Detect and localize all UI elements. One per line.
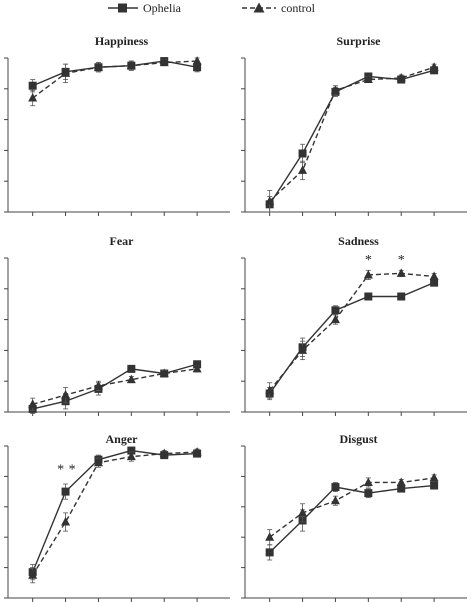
control-point [265, 532, 275, 541]
control-point [61, 68, 71, 77]
ophelia-point [331, 483, 340, 492]
chart-title: Fear [109, 234, 134, 248]
ophelia-point [61, 487, 70, 496]
control-series-line [32, 451, 198, 576]
chart-fear: Fear [0, 230, 237, 416]
ophelia-series-line [269, 484, 435, 553]
significance-marker: * [398, 253, 405, 268]
chart-surprise: Surprise [237, 30, 474, 216]
ophelia-point [298, 149, 307, 158]
chart-title: Surprise [336, 34, 381, 48]
ophelia-point [28, 81, 37, 90]
ophelia-point [364, 292, 373, 301]
legend-ophelia-label: Ophelia [143, 1, 182, 15]
significance-marker: * [57, 462, 64, 477]
control-point [330, 314, 340, 324]
ophelia-point [430, 481, 439, 490]
legend: Ophelia control [108, 1, 316, 15]
ophelia-series-line [32, 363, 198, 410]
control-point [298, 165, 308, 174]
control-point [330, 495, 340, 505]
chart-happiness: Happiness [0, 30, 237, 216]
chart-title: Happiness [94, 34, 149, 48]
control-point [192, 363, 202, 373]
plot-area [4, 257, 230, 416]
control-point [192, 56, 202, 65]
chart-anger: Anger * * [0, 418, 237, 602]
control-series-line [269, 272, 435, 391]
control-series-line [269, 66, 435, 202]
ophelia-point [364, 489, 373, 498]
control-point [126, 451, 136, 461]
control-series-line [269, 477, 435, 538]
legend-control-marker [253, 2, 265, 13]
ophelia-point [127, 364, 136, 373]
chart-sadness: Sadness * * [237, 230, 474, 416]
chart-title: Anger [105, 432, 138, 446]
legend-control-label: control [281, 1, 316, 15]
ophelia-series-line [269, 281, 435, 394]
ophelia-point [193, 63, 202, 72]
ophelia-point [265, 548, 274, 557]
significance-marker: * [365, 253, 372, 268]
control-point [93, 62, 103, 71]
control-point [298, 507, 308, 517]
control-point [298, 345, 308, 354]
control-point [159, 448, 169, 458]
control-point [396, 477, 406, 486]
control-point [192, 447, 202, 456]
control-point [61, 517, 71, 526]
chart-title: Sadness [338, 234, 379, 248]
plot-area [241, 445, 467, 602]
ophelia-series-line [32, 449, 198, 573]
control-point [330, 85, 340, 94]
control-point [28, 93, 38, 102]
plot-area [4, 56, 230, 216]
control-point [61, 390, 71, 399]
control-series-line [32, 368, 198, 405]
ophelia-series-line [269, 69, 435, 205]
control-point [429, 271, 439, 280]
control-point [28, 399, 38, 408]
control-series-line [32, 60, 198, 99]
ophelia-point [397, 484, 406, 493]
plot-area: * * [241, 253, 467, 416]
control-point [28, 570, 38, 579]
control-point [429, 472, 439, 482]
ophelia-point [430, 278, 439, 287]
control-point [126, 374, 136, 384]
control-point [265, 196, 275, 205]
control-point [93, 457, 103, 467]
control-point [265, 385, 275, 394]
control-point [93, 380, 103, 390]
ophelia-series-line [32, 60, 198, 87]
control-point [429, 62, 439, 71]
control-point [159, 368, 169, 377]
ophelia-point [127, 446, 136, 455]
significance-marker: * [69, 462, 76, 477]
control-point [396, 268, 406, 277]
ophelia-point [331, 306, 340, 315]
plot-area [241, 57, 467, 216]
control-point [126, 60, 136, 70]
ophelia-point [397, 292, 406, 301]
control-point [159, 57, 169, 67]
legend-ophelia-marker [118, 3, 127, 13]
control-point [363, 74, 373, 84]
chart-disgust: Disgust [237, 418, 474, 602]
control-point [363, 269, 373, 279]
control-point [363, 477, 373, 486]
plot-area: * * [4, 445, 230, 602]
chart-title: Disgust [339, 432, 378, 446]
control-point [396, 73, 406, 82]
